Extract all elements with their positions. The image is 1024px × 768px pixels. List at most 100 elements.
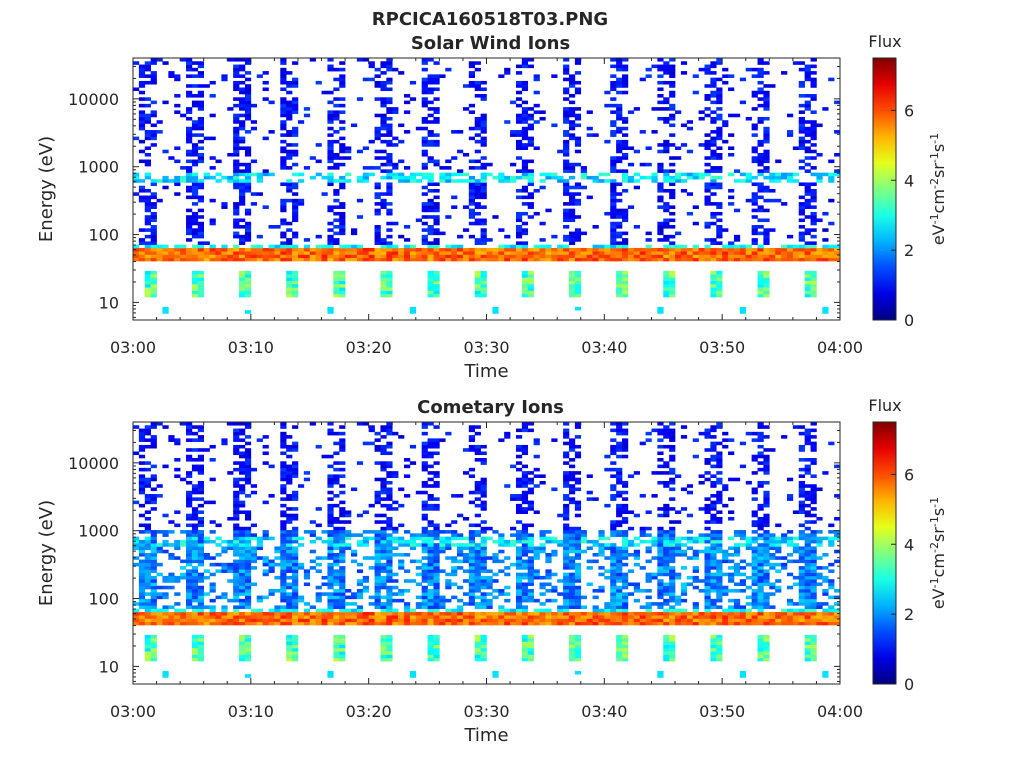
heatmap-cell xyxy=(150,247,157,252)
heatmap-cell xyxy=(197,572,204,577)
heatmap-cell xyxy=(197,84,204,88)
heatmap-cell xyxy=(303,166,311,170)
heatmap-cell xyxy=(215,179,222,183)
heatmap-cell xyxy=(663,238,670,242)
heatmap-cell xyxy=(804,107,811,111)
heatmap-cell xyxy=(521,251,529,255)
heatmap-cell xyxy=(209,539,216,544)
heatmap-cell xyxy=(527,283,534,288)
heatmap-cell xyxy=(574,644,582,649)
heatmap-cell xyxy=(751,231,758,236)
heatmap-cell xyxy=(515,254,523,259)
heatmap-cell xyxy=(627,110,635,114)
heatmap-cell xyxy=(539,530,546,534)
heatmap-cell xyxy=(468,562,476,567)
heatmap-cell xyxy=(386,494,393,498)
heatmap-cell xyxy=(710,238,717,242)
heatmap-cell xyxy=(515,244,523,249)
heatmap-cell xyxy=(138,444,146,449)
heatmap-cell xyxy=(339,572,346,577)
heatmap-cell xyxy=(468,202,476,206)
heatmap-cell xyxy=(180,251,187,255)
heatmap-cell xyxy=(757,87,764,92)
heatmap-cell xyxy=(380,435,387,439)
heatmap-cell xyxy=(191,556,199,560)
heatmap-cell xyxy=(327,484,334,488)
heatmap-cell xyxy=(239,500,246,505)
heatmap-cell xyxy=(321,244,328,249)
heatmap-cell xyxy=(244,589,252,593)
heatmap-cell xyxy=(244,77,252,82)
heatmap-cell xyxy=(133,257,140,262)
heatmap-cell xyxy=(244,441,252,446)
heatmap-cell xyxy=(191,254,199,259)
heatmap-cell xyxy=(292,553,299,557)
heatmap-cell xyxy=(197,185,204,190)
heatmap-cell xyxy=(398,139,405,144)
heatmap-cell xyxy=(197,549,204,554)
heatmap-cell xyxy=(480,458,487,462)
heatmap-cell xyxy=(728,257,735,262)
heatmap-cell xyxy=(256,611,263,616)
heatmap-cell xyxy=(663,270,670,275)
heatmap-cell xyxy=(521,585,529,590)
heatmap-cell xyxy=(563,215,570,219)
heatmap-cell xyxy=(339,647,346,652)
heatmap-cell xyxy=(374,543,381,547)
heatmap-cell xyxy=(333,293,340,298)
heatmap-cell xyxy=(191,559,199,564)
heatmap-cell xyxy=(239,58,246,62)
heatmap-cell xyxy=(427,608,434,613)
heatmap-cell xyxy=(663,290,670,295)
heatmap-cell xyxy=(197,251,204,255)
heatmap-cell xyxy=(716,152,723,157)
heatmap-cell xyxy=(480,182,487,187)
heatmap-cell xyxy=(392,500,399,505)
heatmap-cell xyxy=(433,221,440,226)
heatmap-cell xyxy=(468,533,476,537)
heatmap-cell xyxy=(580,247,587,252)
heatmap-cell xyxy=(427,198,434,203)
heatmap-cell xyxy=(309,422,316,426)
heatmap-cell xyxy=(144,605,151,609)
heatmap-cell xyxy=(356,569,364,573)
heatmap-cell xyxy=(521,425,529,429)
heatmap-cell xyxy=(327,611,334,616)
heatmap-cell xyxy=(386,290,393,295)
heatmap-cell xyxy=(380,484,387,488)
heatmap-cell xyxy=(704,257,711,262)
heatmap-cell xyxy=(586,257,593,262)
heatmap-cell xyxy=(138,595,146,600)
heatmap-cell xyxy=(415,254,422,259)
heatmap-cell xyxy=(262,611,269,616)
heatmap-cell xyxy=(610,87,617,92)
heatmap-cell xyxy=(368,621,375,626)
heatmap-cell xyxy=(421,536,428,541)
heatmap-cell xyxy=(486,582,493,587)
heatmap-cell xyxy=(174,94,181,98)
heatmap-cell xyxy=(191,195,199,200)
heatmap-cell xyxy=(380,644,387,649)
heatmap-cell xyxy=(563,546,570,551)
heatmap-cell xyxy=(421,503,428,508)
heatmap-cell xyxy=(515,556,523,560)
heatmap-cell xyxy=(233,575,240,580)
heatmap-cell xyxy=(191,539,199,544)
heatmap-cell xyxy=(356,611,364,616)
heatmap-cell xyxy=(356,254,364,259)
heatmap-cell xyxy=(227,107,234,111)
heatmap-cell xyxy=(433,228,440,232)
heatmap-cell xyxy=(239,592,246,596)
heatmap-cell xyxy=(533,467,540,472)
heatmap-cell xyxy=(133,251,140,255)
heatmap-cell xyxy=(339,274,346,278)
heatmap-cell xyxy=(138,71,146,75)
heatmap-cell xyxy=(804,205,811,209)
heatmap-cell xyxy=(144,61,151,65)
heatmap-cell xyxy=(215,615,222,619)
heatmap-cell xyxy=(427,595,434,600)
heatmap-cell xyxy=(533,618,540,623)
heatmap-cell xyxy=(568,602,576,606)
heatmap-cell xyxy=(380,238,387,242)
heatmap-cell xyxy=(327,549,334,554)
